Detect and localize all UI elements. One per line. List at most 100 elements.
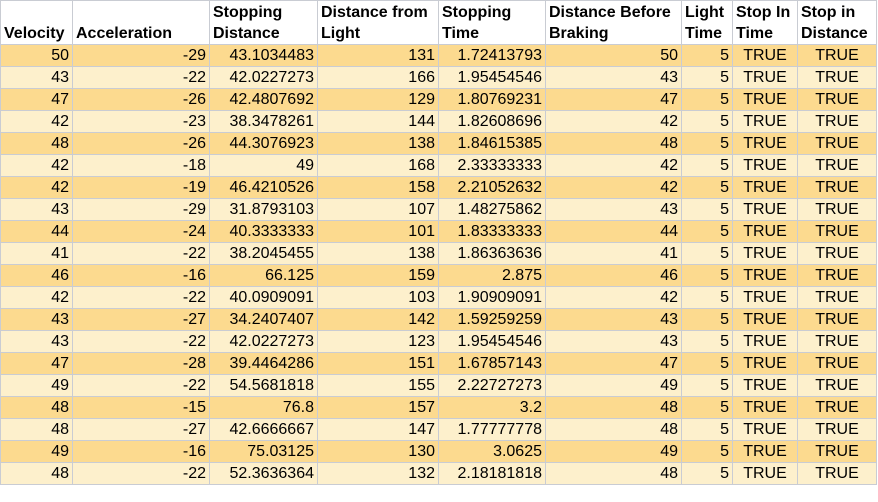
cell-stop-in-time[interactable]: TRUE xyxy=(732,44,798,67)
cell-distance-from-light[interactable]: 131 xyxy=(317,44,439,67)
cell-distance-from-light[interactable]: 158 xyxy=(317,176,439,199)
cell-acceleration[interactable]: -27 xyxy=(72,418,210,441)
cell-stopping-distance[interactable]: 40.0909091 xyxy=(209,286,318,309)
cell-stop-in-distance[interactable]: TRUE xyxy=(797,132,877,155)
cell-stopping-time[interactable]: 3.2 xyxy=(438,396,546,419)
cell-stopping-time[interactable]: 2.18181818 xyxy=(438,462,546,485)
cell-acceleration[interactable]: -22 xyxy=(72,66,210,89)
cell-stopping-time[interactable]: 3.0625 xyxy=(438,440,546,463)
cell-stop-in-distance[interactable]: TRUE xyxy=(797,44,877,67)
cell-acceleration[interactable]: -19 xyxy=(72,176,210,199)
cell-stopping-distance[interactable]: 75.03125 xyxy=(209,440,318,463)
cell-stopping-time[interactable]: 1.83333333 xyxy=(438,220,546,243)
cell-acceleration[interactable]: -18 xyxy=(72,154,210,177)
cell-acceleration[interactable]: -26 xyxy=(72,88,210,111)
cell-light-time[interactable]: 5 xyxy=(681,286,733,309)
cell-distance-from-light[interactable]: 155 xyxy=(317,374,439,397)
cell-distance-from-light[interactable]: 138 xyxy=(317,132,439,155)
cell-distance-from-light[interactable]: 147 xyxy=(317,418,439,441)
cell-velocity[interactable]: 42 xyxy=(0,110,73,133)
cell-stop-in-time[interactable]: TRUE xyxy=(732,286,798,309)
cell-distance-before-braking[interactable]: 43 xyxy=(545,66,682,89)
cell-distance-before-braking[interactable]: 42 xyxy=(545,286,682,309)
cell-velocity[interactable]: 43 xyxy=(0,330,73,353)
cell-distance-from-light[interactable]: 101 xyxy=(317,220,439,243)
cell-stop-in-time[interactable]: TRUE xyxy=(732,220,798,243)
cell-stopping-distance[interactable]: 52.3636364 xyxy=(209,462,318,485)
cell-stop-in-time[interactable]: TRUE xyxy=(732,176,798,199)
cell-distance-from-light[interactable]: 166 xyxy=(317,66,439,89)
header-velocity[interactable]: Velocity xyxy=(0,0,73,45)
cell-distance-before-braking[interactable]: 48 xyxy=(545,418,682,441)
cell-stop-in-distance[interactable]: TRUE xyxy=(797,330,877,353)
cell-distance-before-braking[interactable]: 42 xyxy=(545,176,682,199)
cell-velocity[interactable]: 50 xyxy=(0,44,73,67)
cell-stop-in-distance[interactable]: TRUE xyxy=(797,220,877,243)
cell-stopping-distance[interactable]: 49 xyxy=(209,154,318,177)
cell-distance-before-braking[interactable]: 48 xyxy=(545,462,682,485)
cell-stopping-distance[interactable]: 40.3333333 xyxy=(209,220,318,243)
cell-stop-in-distance[interactable]: TRUE xyxy=(797,154,877,177)
cell-stop-in-distance[interactable]: TRUE xyxy=(797,264,877,287)
cell-stop-in-distance[interactable]: TRUE xyxy=(797,242,877,265)
cell-light-time[interactable]: 5 xyxy=(681,330,733,353)
cell-light-time[interactable]: 5 xyxy=(681,462,733,485)
cell-distance-before-braking[interactable]: 50 xyxy=(545,44,682,67)
cell-light-time[interactable]: 5 xyxy=(681,88,733,111)
cell-stopping-distance[interactable]: 38.3478261 xyxy=(209,110,318,133)
cell-stopping-time[interactable]: 1.67857143 xyxy=(438,352,546,375)
cell-stop-in-time[interactable]: TRUE xyxy=(732,88,798,111)
cell-acceleration[interactable]: -28 xyxy=(72,352,210,375)
cell-stopping-time[interactable]: 1.86363636 xyxy=(438,242,546,265)
cell-light-time[interactable]: 5 xyxy=(681,110,733,133)
cell-stop-in-time[interactable]: TRUE xyxy=(732,418,798,441)
cell-light-time[interactable]: 5 xyxy=(681,242,733,265)
cell-stop-in-distance[interactable]: TRUE xyxy=(797,66,877,89)
cell-stop-in-time[interactable]: TRUE xyxy=(732,198,798,221)
cell-light-time[interactable]: 5 xyxy=(681,198,733,221)
cell-velocity[interactable]: 47 xyxy=(0,88,73,111)
cell-distance-before-braking[interactable]: 49 xyxy=(545,440,682,463)
header-stop-in-distance[interactable]: Stop in Distance xyxy=(797,0,877,45)
cell-stopping-time[interactable]: 1.77777778 xyxy=(438,418,546,441)
cell-velocity[interactable]: 42 xyxy=(0,286,73,309)
cell-velocity[interactable]: 44 xyxy=(0,220,73,243)
cell-stopping-time[interactable]: 1.48275862 xyxy=(438,198,546,221)
cell-light-time[interactable]: 5 xyxy=(681,264,733,287)
cell-distance-from-light[interactable]: 132 xyxy=(317,462,439,485)
cell-acceleration[interactable]: -29 xyxy=(72,198,210,221)
cell-distance-from-light[interactable]: 159 xyxy=(317,264,439,287)
cell-distance-before-braking[interactable]: 49 xyxy=(545,374,682,397)
cell-distance-before-braking[interactable]: 46 xyxy=(545,264,682,287)
cell-distance-before-braking[interactable]: 41 xyxy=(545,242,682,265)
cell-acceleration[interactable]: -22 xyxy=(72,286,210,309)
cell-distance-before-braking[interactable]: 42 xyxy=(545,110,682,133)
cell-velocity[interactable]: 48 xyxy=(0,132,73,155)
cell-velocity[interactable]: 43 xyxy=(0,66,73,89)
cell-distance-from-light[interactable]: 103 xyxy=(317,286,439,309)
cell-light-time[interactable]: 5 xyxy=(681,44,733,67)
cell-light-time[interactable]: 5 xyxy=(681,374,733,397)
cell-stopping-time[interactable]: 1.72413793 xyxy=(438,44,546,67)
cell-distance-from-light[interactable]: 142 xyxy=(317,308,439,331)
cell-acceleration[interactable]: -22 xyxy=(72,330,210,353)
cell-stopping-distance[interactable]: 34.2407407 xyxy=(209,308,318,331)
cell-stop-in-time[interactable]: TRUE xyxy=(732,462,798,485)
cell-stop-in-distance[interactable]: TRUE xyxy=(797,374,877,397)
cell-distance-before-braking[interactable]: 48 xyxy=(545,132,682,155)
cell-stop-in-distance[interactable]: TRUE xyxy=(797,110,877,133)
cell-stop-in-distance[interactable]: TRUE xyxy=(797,176,877,199)
cell-stop-in-distance[interactable]: TRUE xyxy=(797,286,877,309)
cell-stop-in-time[interactable]: TRUE xyxy=(732,352,798,375)
cell-velocity[interactable]: 41 xyxy=(0,242,73,265)
cell-distance-before-braking[interactable]: 43 xyxy=(545,330,682,353)
header-stop-in-time[interactable]: Stop In Time xyxy=(732,0,798,45)
cell-stopping-time[interactable]: 1.95454546 xyxy=(438,330,546,353)
cell-distance-before-braking[interactable]: 47 xyxy=(545,352,682,375)
cell-stopping-distance[interactable]: 39.4464286 xyxy=(209,352,318,375)
cell-acceleration[interactable]: -16 xyxy=(72,440,210,463)
cell-velocity[interactable]: 46 xyxy=(0,264,73,287)
cell-velocity[interactable]: 48 xyxy=(0,462,73,485)
cell-velocity[interactable]: 48 xyxy=(0,418,73,441)
cell-stopping-distance[interactable]: 76.8 xyxy=(209,396,318,419)
